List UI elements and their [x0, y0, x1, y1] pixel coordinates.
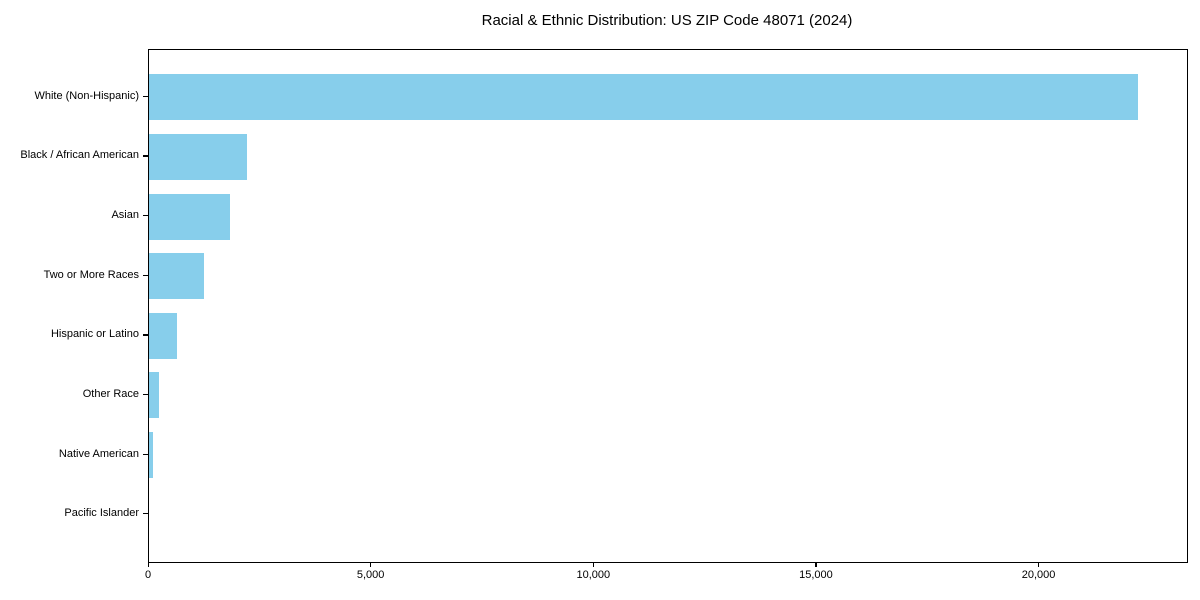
- y-tick-label: Asian: [111, 209, 139, 222]
- x-tick-mark: [147, 562, 149, 567]
- x-tick-label: 10,000: [576, 569, 611, 581]
- y-tick-label: Hispanic or Latino: [50, 328, 139, 341]
- x-tick-mark: [370, 562, 372, 567]
- y-tick-mark: [143, 274, 148, 276]
- chart-title: Racial & Ethnic Distribution: US ZIP Cod…: [481, 12, 853, 29]
- y-tick-label: White (Non-Hispanic): [34, 89, 139, 102]
- y-tick-mark: [143, 215, 148, 217]
- x-tick-label: 15,000: [799, 569, 833, 581]
- bar-native-american: [149, 432, 153, 479]
- bar-black-african-american: [149, 133, 248, 180]
- x-tick-label: 0: [144, 569, 152, 581]
- x-tick-mark: [1038, 562, 1040, 567]
- y-tick-label: Two or More Races: [43, 268, 139, 281]
- x-tick-mark: [592, 562, 594, 567]
- y-tick-mark: [143, 513, 148, 515]
- plot-area: [148, 49, 1188, 563]
- y-tick-mark: [143, 393, 148, 396]
- y-tick-mark: [143, 95, 148, 97]
- y-tick-mark: [143, 155, 148, 157]
- bar-white-non-hispanic: [149, 74, 1138, 121]
- bar-two-or-more-races: [149, 253, 204, 300]
- y-tick-label: Pacific Islander: [64, 507, 139, 520]
- x-tick-mark: [815, 562, 817, 567]
- y-tick-mark: [143, 334, 148, 336]
- y-tick-label: Native American: [58, 447, 139, 460]
- bar-other-race: [149, 372, 160, 419]
- bar-asian: [149, 193, 231, 240]
- y-tick-mark: [143, 453, 148, 455]
- y-tick-label: Other Race: [82, 387, 139, 400]
- x-tick-label: 20,000: [1021, 569, 1056, 581]
- bar-hispanic-or-latino: [149, 312, 177, 359]
- x-tick-label: 5,000: [356, 569, 385, 581]
- y-tick-label: Black / African American: [20, 149, 139, 162]
